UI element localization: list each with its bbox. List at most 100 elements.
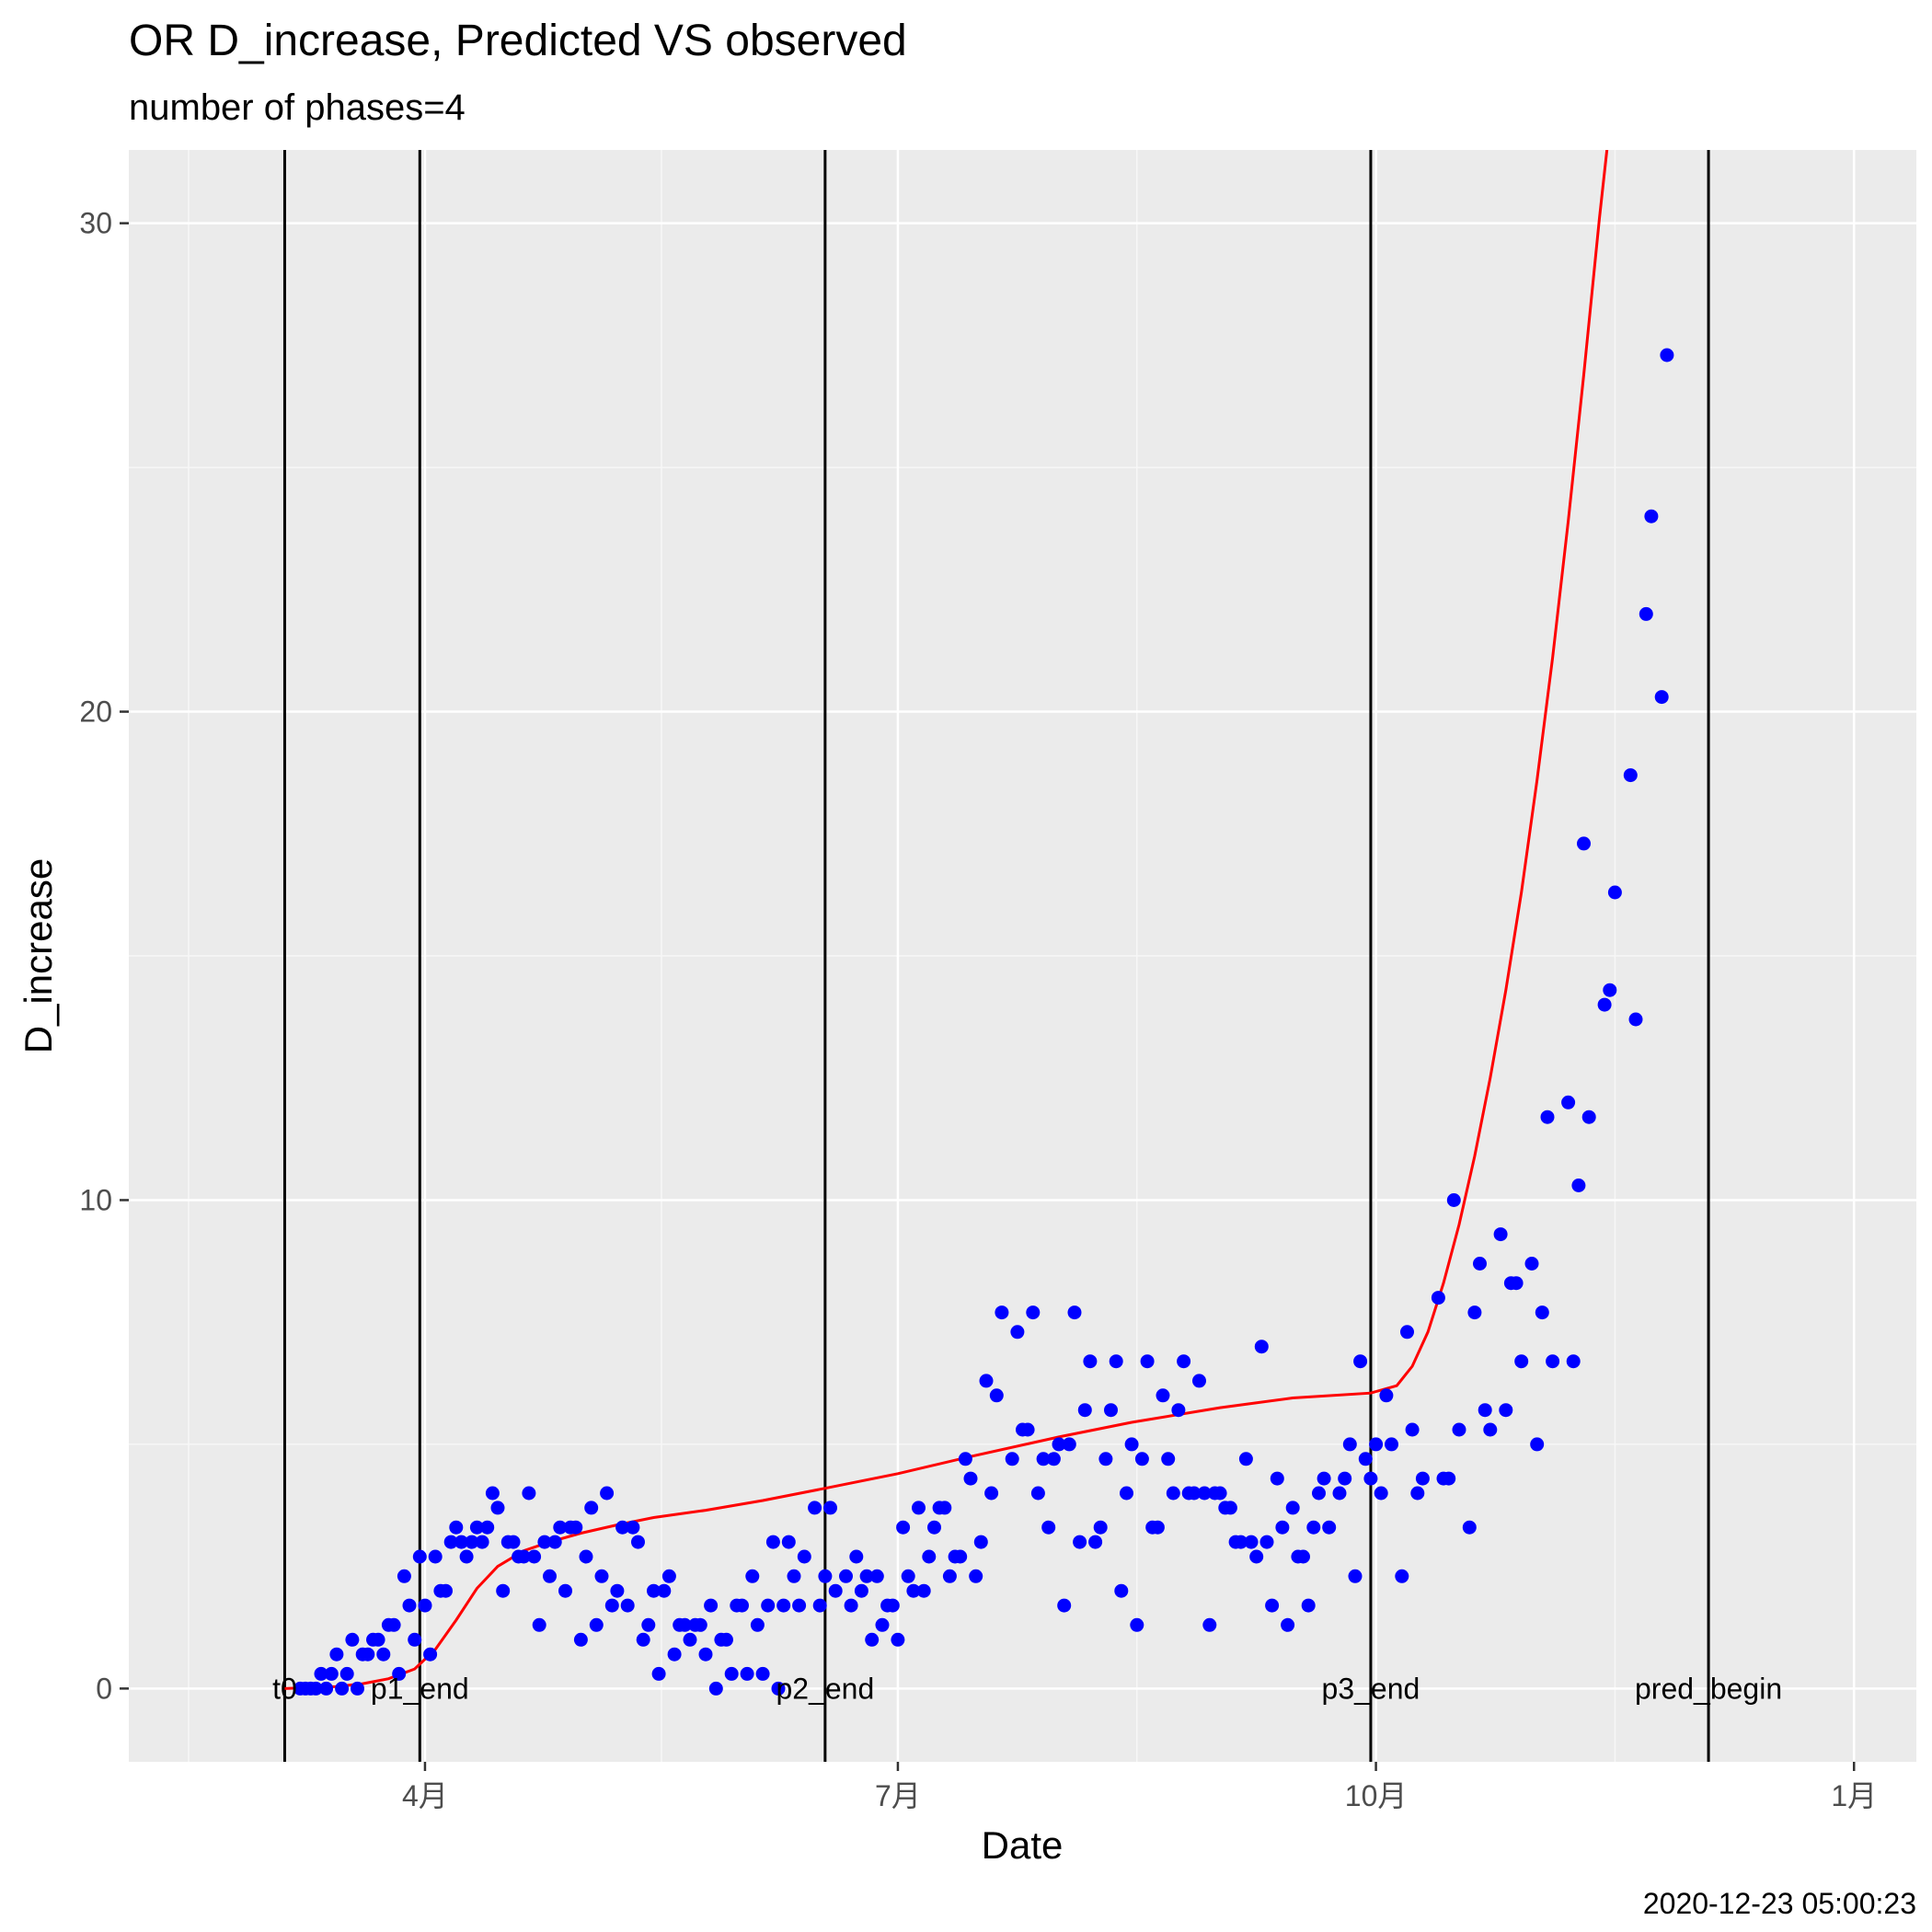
observed-point bbox=[1187, 1486, 1202, 1501]
observed-point bbox=[1467, 1305, 1482, 1320]
observed-point bbox=[839, 1569, 853, 1583]
observed-point bbox=[1134, 1452, 1149, 1466]
observed-point bbox=[724, 1666, 739, 1681]
major-gridlines bbox=[129, 150, 1916, 1762]
observed-point bbox=[319, 1681, 334, 1696]
observed-point bbox=[636, 1632, 650, 1647]
observed-point bbox=[1265, 1598, 1280, 1613]
observed-points-layer bbox=[293, 348, 1674, 1696]
observed-point bbox=[1524, 1257, 1539, 1271]
observed-point bbox=[439, 1583, 453, 1598]
observed-point bbox=[1281, 1617, 1295, 1632]
observed-point bbox=[631, 1535, 645, 1549]
observed-point bbox=[527, 1549, 542, 1564]
y-tick-label: 20 bbox=[79, 696, 112, 729]
minor-gridlines bbox=[129, 150, 1916, 1762]
observed-point bbox=[335, 1681, 350, 1696]
observed-point bbox=[745, 1569, 760, 1583]
observed-point bbox=[547, 1535, 562, 1549]
observed-point bbox=[942, 1569, 957, 1583]
observed-point bbox=[1353, 1354, 1368, 1369]
observed-point bbox=[1493, 1227, 1508, 1242]
observed-point bbox=[989, 1388, 1004, 1403]
observed-point bbox=[693, 1617, 707, 1632]
observed-point bbox=[324, 1666, 339, 1681]
observed-point bbox=[808, 1501, 822, 1515]
phase-lines bbox=[282, 150, 1710, 1762]
observed-point bbox=[792, 1598, 807, 1613]
observed-point bbox=[1109, 1354, 1123, 1369]
observed-point bbox=[1223, 1501, 1237, 1515]
observed-point bbox=[589, 1617, 604, 1632]
observed-point bbox=[651, 1666, 666, 1681]
observed-point bbox=[677, 1617, 692, 1632]
observed-point bbox=[397, 1569, 411, 1583]
observed-point bbox=[584, 1501, 599, 1515]
observed-point bbox=[1431, 1291, 1445, 1305]
observed-point bbox=[465, 1535, 479, 1549]
observed-point bbox=[1046, 1452, 1061, 1466]
observed-point bbox=[704, 1598, 719, 1613]
observed-point bbox=[1442, 1471, 1456, 1486]
observed-point bbox=[351, 1681, 364, 1696]
observed-point bbox=[459, 1549, 474, 1564]
observed-point bbox=[1285, 1501, 1300, 1515]
observed-point bbox=[1379, 1388, 1394, 1403]
observed-point bbox=[896, 1520, 911, 1535]
observed-point bbox=[869, 1569, 884, 1583]
observed-point bbox=[386, 1617, 401, 1632]
observed-point bbox=[912, 1501, 926, 1515]
observed-point bbox=[1093, 1520, 1108, 1535]
caption: 2020-12-23 05:00:23 bbox=[1643, 1887, 1916, 1920]
observed-point bbox=[1067, 1305, 1082, 1320]
observed-point bbox=[973, 1535, 988, 1549]
observed-point bbox=[818, 1569, 833, 1583]
observed-point bbox=[1603, 983, 1617, 997]
observed-point bbox=[1581, 1110, 1596, 1124]
observed-point bbox=[1171, 1403, 1186, 1418]
observed-point bbox=[1639, 606, 1653, 621]
observed-point bbox=[1254, 1340, 1269, 1354]
observed-point bbox=[1030, 1486, 1045, 1501]
observed-point bbox=[1114, 1583, 1129, 1598]
observed-point bbox=[901, 1569, 915, 1583]
observed-point bbox=[506, 1535, 521, 1549]
observed-point bbox=[1161, 1452, 1176, 1466]
observed-point bbox=[1478, 1403, 1492, 1418]
observed-point bbox=[610, 1583, 625, 1598]
observed-point bbox=[537, 1535, 552, 1549]
observed-point bbox=[698, 1647, 713, 1662]
observed-point bbox=[1238, 1452, 1253, 1466]
observed-point bbox=[661, 1569, 676, 1583]
observed-point bbox=[1483, 1422, 1498, 1437]
observed-point bbox=[1332, 1486, 1347, 1501]
observed-point bbox=[1166, 1486, 1180, 1501]
observed-point bbox=[1124, 1437, 1139, 1452]
x-axis: 4月 7月 10月 1月 bbox=[402, 1762, 1877, 1812]
y-axis-title: D_increase bbox=[17, 858, 60, 1053]
observed-point bbox=[1597, 997, 1612, 1012]
x-tick-label: 10月 bbox=[1345, 1779, 1408, 1812]
observed-point bbox=[1348, 1569, 1363, 1583]
observed-point bbox=[1270, 1471, 1284, 1486]
y-axis: 0 10 20 30 bbox=[79, 207, 129, 1705]
observed-point bbox=[1342, 1437, 1357, 1452]
observed-point bbox=[1540, 1110, 1555, 1124]
observed-point bbox=[1052, 1437, 1066, 1452]
observed-point bbox=[761, 1598, 776, 1613]
observed-point bbox=[875, 1617, 890, 1632]
observed-point bbox=[1514, 1354, 1529, 1369]
observed-point bbox=[626, 1520, 640, 1535]
observed-point bbox=[1363, 1471, 1378, 1486]
observed-point bbox=[1546, 1354, 1560, 1369]
observed-point bbox=[1192, 1374, 1206, 1388]
observed-point bbox=[916, 1583, 931, 1598]
observed-point bbox=[361, 1647, 375, 1662]
observed-point bbox=[1623, 768, 1638, 783]
observed-point bbox=[600, 1486, 615, 1501]
observed-point bbox=[620, 1598, 635, 1613]
phase-labels: t0 p1_end p2_end p3_end pred_begin bbox=[272, 1672, 1782, 1705]
observed-point bbox=[1057, 1598, 1072, 1613]
observed-point bbox=[969, 1569, 983, 1583]
